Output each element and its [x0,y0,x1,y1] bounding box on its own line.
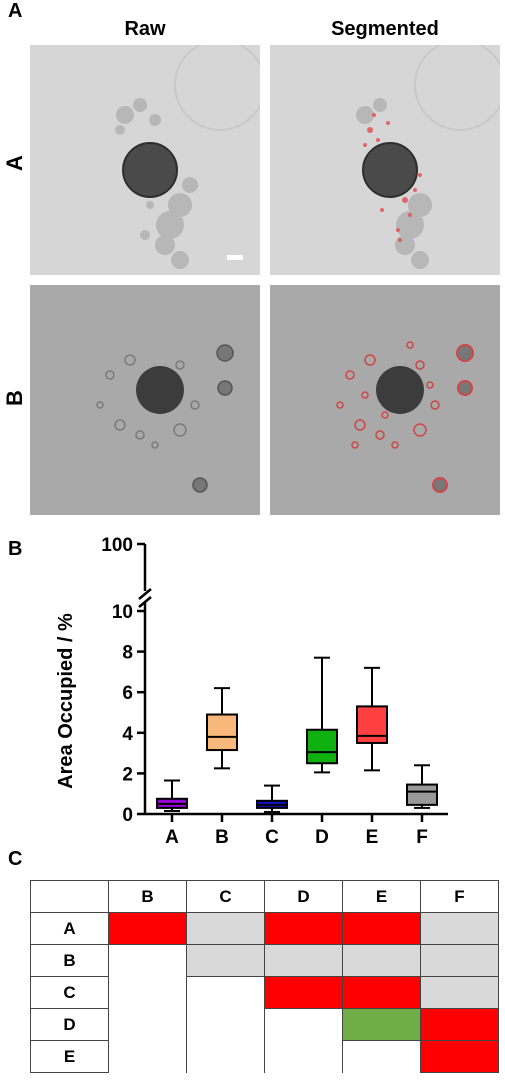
matrix-row-header: A [30,912,109,945]
matrix-cell [186,944,265,977]
y-tick-label: 10 [112,602,133,623]
matrix-row-header: B [30,944,109,977]
matrix-cell [108,976,187,1009]
matrix-corner-cell [30,880,109,913]
box-plot-chart: 0 2 4 6 8 10 100 Area Occupied / % A B C D E F [55,535,448,848]
box-B [206,713,238,752]
matrix-cell [420,976,499,1009]
x-tick-label: B [215,827,229,848]
axis-break-mark [138,588,152,600]
box-E [356,705,388,744]
box-D [306,728,338,765]
y-tick-label: 6 [122,683,133,704]
column-header-segmented: Segmented [331,18,439,40]
matrix-cell [186,1008,265,1041]
matrix-cell [264,1008,343,1041]
matrix-cell [108,912,187,945]
matrix-col-header: B [108,880,187,913]
matrix-cell [264,976,343,1009]
y-tick-label: 100 [101,535,133,556]
matrix-cell [420,912,499,945]
matrix-cell [186,912,265,945]
matrix-col-header: D [264,880,343,913]
y-tick-label: 8 [122,643,133,664]
row-label-a: A [2,155,27,171]
y-tick-label: 2 [122,764,133,785]
micrograph-b-raw [30,285,260,515]
matrix-cell [186,1040,265,1073]
x-tick-label: F [416,827,428,848]
y-tick-label: 4 [122,724,133,745]
matrix-cell [264,912,343,945]
matrix-cell [342,1040,421,1073]
x-tick-label: C [265,827,279,848]
micrograph-b-segmented [270,285,500,515]
x-tick-label: A [165,827,179,848]
matrix-cell [342,944,421,977]
matrix-cell [420,944,499,977]
matrix-cell [342,976,421,1009]
matrix-col-header: E [342,880,421,913]
matrix-cell [420,1008,499,1041]
micrograph-a-raw [30,45,260,275]
column-header-raw: Raw [124,18,166,40]
micrograph-a-segmented [270,45,500,275]
matrix-cell [342,1008,421,1041]
matrix-cell [186,976,265,1009]
matrix-cell [264,944,343,977]
matrix-row-header: C [30,976,109,1009]
y-axis-label: Area Occupied / % [55,613,77,789]
panel-b-letter: B [8,538,23,560]
x-tick-label: D [315,827,329,848]
matrix-col-header: C [186,880,265,913]
matrix-cell [420,1040,499,1073]
matrix-cell [108,944,187,977]
matrix-cell [264,1040,343,1073]
box-F [406,783,438,806]
matrix-row-header: E [30,1040,109,1073]
matrix-cell [108,1008,187,1041]
x-tick-label: E [366,827,379,848]
axis-break-mark [138,596,152,608]
matrix-col-header: F [420,880,499,913]
row-label-b: B [2,390,27,406]
matrix-cell [108,1040,187,1073]
panel-a-letter: A [8,0,23,22]
y-tick-label: 0 [122,805,133,826]
matrix-row-header: D [30,1008,109,1041]
matrix-cell [342,912,421,945]
panel-c-letter: C [8,848,23,870]
